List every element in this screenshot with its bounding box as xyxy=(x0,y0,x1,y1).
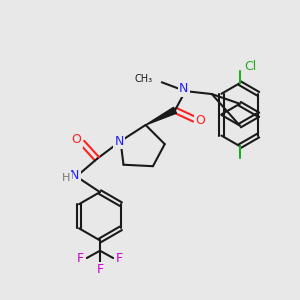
Text: F: F xyxy=(77,252,84,265)
Polygon shape xyxy=(146,107,176,125)
Text: N: N xyxy=(70,169,79,182)
Text: Cl: Cl xyxy=(244,61,256,74)
Text: F: F xyxy=(96,263,103,276)
Text: N: N xyxy=(179,82,188,95)
Text: O: O xyxy=(195,114,205,127)
Text: F: F xyxy=(116,252,123,265)
Text: N: N xyxy=(114,135,124,148)
Text: H: H xyxy=(62,173,70,183)
Text: O: O xyxy=(71,133,81,146)
Text: CH₃: CH₃ xyxy=(135,74,153,84)
